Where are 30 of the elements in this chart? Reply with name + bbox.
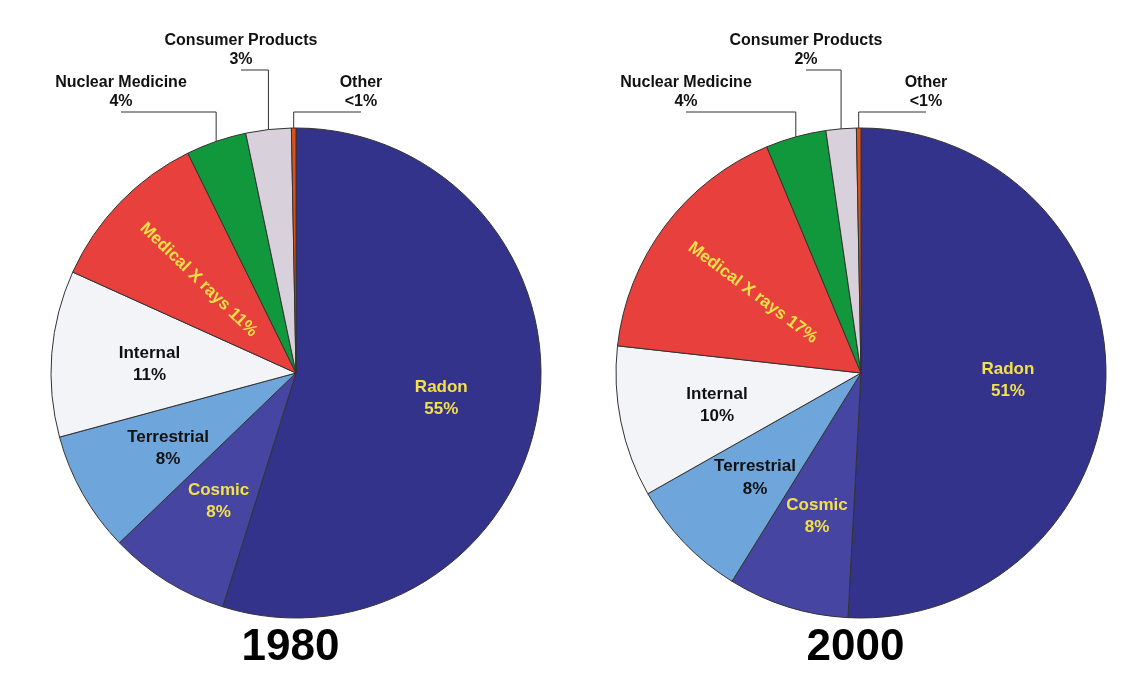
text: 2000 [805,620,906,670]
slice-label: Nuclear Medicine [620,72,752,90]
slice-label: Cosmic [786,494,848,514]
slice-label: Radon [414,376,468,396]
slice-label: Radon [981,358,1035,378]
data-label: 3% [229,50,253,67]
slice-label: Nuclear Medicine [55,72,187,90]
data-label: <1% [344,92,378,109]
data-label: 4% [674,92,698,109]
slice-label: Cosmic [187,479,250,499]
data-label: 10% [699,406,735,426]
slice-label: Internal [686,384,748,404]
slice-label: Consumer Products [729,30,883,48]
data-label: 2% [794,50,818,67]
data-label: 8% [206,501,231,521]
slice-label: Terrestrial [127,427,210,447]
data-label: 55% [424,398,459,418]
slice-label: Other [339,72,383,90]
data-label: 11% [132,364,167,384]
slice-label: Consumer Products [164,30,318,48]
data-label: 4% [109,92,133,109]
data-label: 8% [155,449,181,469]
data-label: 8% [742,478,768,498]
text: 1980 [240,620,341,670]
data-label: 8% [804,516,830,536]
slice-label: Internal [118,342,181,362]
slice-label: Other [904,72,948,90]
slice-label: Terrestrial [714,456,796,476]
data-label: 51% [990,380,1025,400]
data-label: <1% [909,92,943,109]
